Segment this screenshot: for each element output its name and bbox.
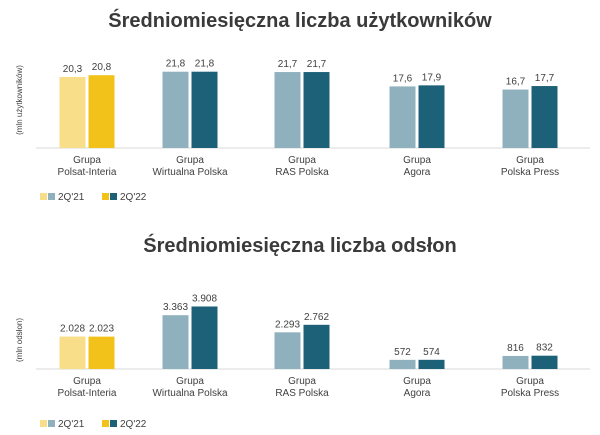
users-category-label: Grupa bbox=[516, 155, 544, 166]
users-category-label: Grupa bbox=[288, 155, 316, 166]
pageviews-category-label: Grupa bbox=[403, 376, 431, 387]
chart-title-pageviews: Średniomiesięczna liczba odsłon bbox=[143, 235, 457, 257]
users-bar bbox=[191, 71, 218, 148]
pageviews-legend-swatch bbox=[102, 420, 109, 427]
pageviews-bar bbox=[531, 355, 558, 369]
pageviews-data-label: 2.028 bbox=[60, 324, 85, 335]
pageviews-data-label: 816 bbox=[507, 343, 524, 354]
pageviews-bar bbox=[502, 355, 529, 369]
chart-title-users: Średniomiesięczna liczba użytkowników bbox=[108, 10, 492, 32]
pageviews-bar bbox=[191, 306, 218, 369]
pageviews-data-label: 2.023 bbox=[89, 324, 114, 335]
users-legend-swatch bbox=[102, 193, 109, 200]
users-bar bbox=[531, 86, 558, 148]
users-category-label: Polsat-Interia bbox=[58, 167, 117, 178]
pageviews-data-label: 832 bbox=[536, 343, 553, 354]
pageviews-data-label: 3.363 bbox=[163, 302, 188, 313]
pageviews-bar bbox=[162, 315, 189, 369]
users-bar bbox=[418, 85, 445, 148]
pageviews-legend-label: 2Q'21 bbox=[58, 419, 85, 430]
pageviews-category-label: Grupa bbox=[73, 376, 101, 387]
pageviews-bar bbox=[303, 324, 330, 369]
pageviews-data-label: 572 bbox=[394, 347, 411, 358]
users-data-label: 21,7 bbox=[278, 59, 298, 70]
users-category-label: Wirtualna Polska bbox=[152, 167, 227, 178]
users-legend-swatch bbox=[110, 193, 117, 200]
users-category-label: Polska Press bbox=[501, 167, 559, 178]
pageviews-category-label: Grupa bbox=[516, 376, 544, 387]
pageviews-bar bbox=[88, 336, 115, 369]
users-data-label: 17,9 bbox=[422, 72, 442, 83]
users-data-label: 20,3 bbox=[63, 64, 83, 75]
users-y-axis-label: (mln użytkowników) bbox=[15, 65, 24, 135]
pageviews-category-label: RAS Polska bbox=[275, 388, 329, 399]
pageviews-data-label: 2.293 bbox=[275, 319, 300, 330]
users-bar bbox=[162, 71, 189, 148]
users-data-label: 17,7 bbox=[535, 73, 555, 84]
pageviews-bar bbox=[274, 332, 301, 369]
users-bar bbox=[303, 72, 330, 148]
users-bar bbox=[59, 76, 86, 148]
pageviews-category-label: Agora bbox=[404, 388, 431, 399]
pageviews-legend-swatch bbox=[48, 420, 55, 427]
users-bar bbox=[274, 72, 301, 148]
users-bar bbox=[88, 75, 115, 148]
users-legend-swatch bbox=[48, 193, 55, 200]
pageviews-category-label: Polsat-Interia bbox=[58, 388, 117, 399]
users-category-label: RAS Polska bbox=[275, 167, 329, 178]
pageviews-bar bbox=[418, 359, 445, 369]
users-bar bbox=[502, 89, 529, 148]
users-chart: (mln użytkowników) 20,3 20,8GrupaPolsat-In… bbox=[15, 59, 590, 203]
users-data-label: 17,6 bbox=[393, 73, 413, 84]
users-category-label: Agora bbox=[404, 167, 431, 178]
users-data-label: 21,7 bbox=[307, 59, 327, 70]
users-data-label: 20,8 bbox=[92, 62, 112, 73]
users-legend-label: 2Q'21 bbox=[58, 192, 85, 203]
pageviews-category-label: Grupa bbox=[288, 376, 316, 387]
users-category-label: Grupa bbox=[73, 155, 101, 166]
pageviews-category-label: Wirtualna Polska bbox=[152, 388, 227, 399]
pageviews-category-label: Polska Press bbox=[501, 388, 559, 399]
pageviews-y-axis-label: (mln odsłon) bbox=[15, 318, 24, 362]
users-category-label: Grupa bbox=[176, 155, 204, 166]
users-legend-swatch bbox=[40, 193, 47, 200]
pageviews-category-label: Grupa bbox=[176, 376, 204, 387]
users-data-label: 16,7 bbox=[506, 77, 526, 88]
pageviews-legend-swatch bbox=[110, 420, 117, 427]
users-legend-label: 2Q'22 bbox=[120, 192, 147, 203]
pageviews-legend-swatch bbox=[40, 420, 47, 427]
pageviews-data-label: 574 bbox=[423, 347, 440, 358]
users-data-label: 21,8 bbox=[166, 59, 186, 70]
pageviews-data-label: 2.762 bbox=[304, 312, 329, 323]
pageviews-legend-label: 2Q'22 bbox=[120, 419, 147, 430]
users-category-label: Grupa bbox=[403, 155, 431, 166]
pageviews-bar bbox=[59, 336, 86, 369]
users-bar bbox=[389, 86, 416, 148]
pageviews-data-label: 3.908 bbox=[192, 293, 217, 304]
pageviews-bar bbox=[389, 359, 416, 369]
users-data-label: 21,8 bbox=[195, 59, 215, 70]
